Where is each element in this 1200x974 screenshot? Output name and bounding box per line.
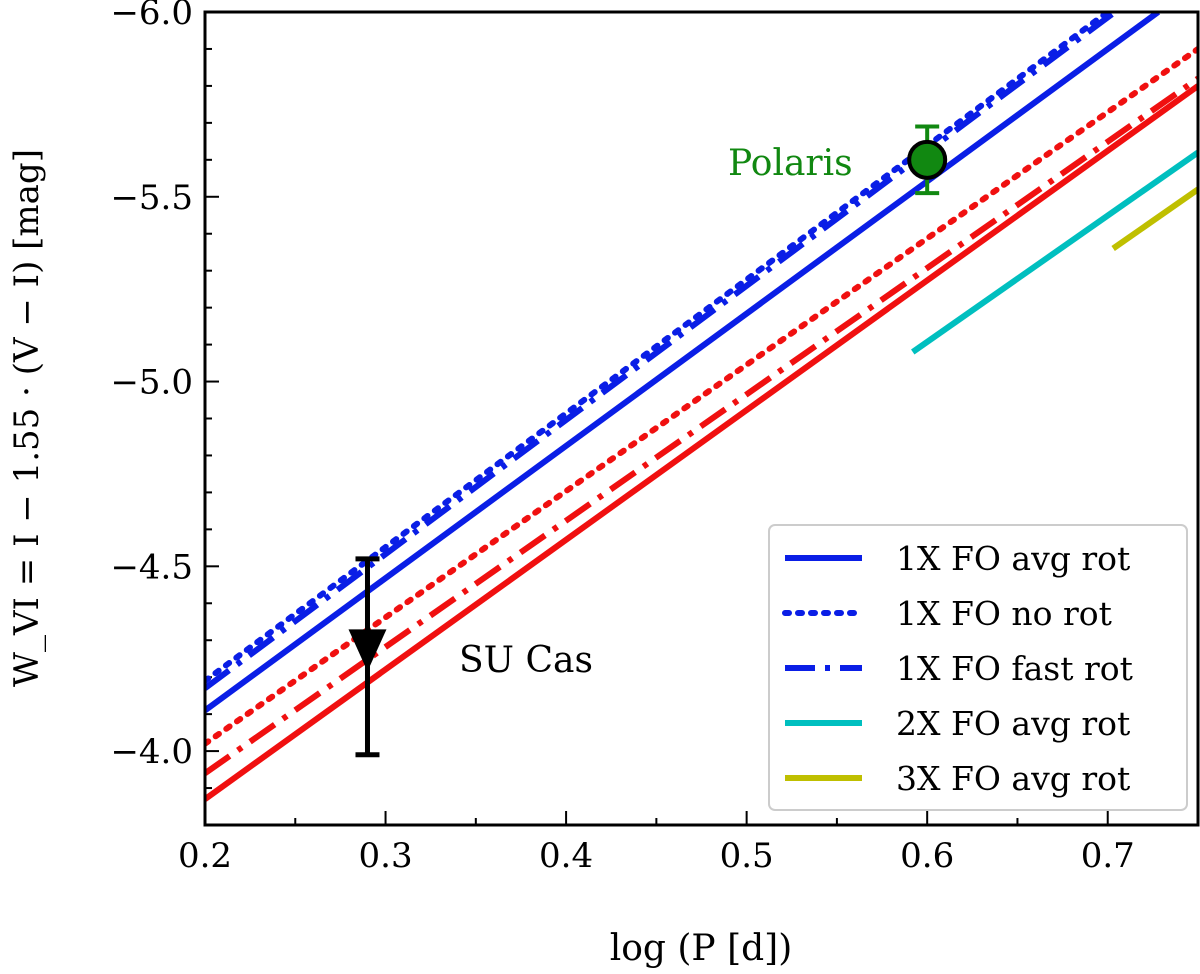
legend: 1X FO avg rot 1X FO no rot 1X FO fast rot 2…	[768, 524, 1188, 811]
y-tick-label: −5.0	[110, 363, 193, 403]
x-tick-label: 0.2	[178, 836, 232, 876]
axis-ticks: 0.2 0.3 0.4 0.5 0.6 0.7 −4.0 −4.5 −5.0 −5.5 −6.0	[110, 0, 1199, 876]
x-tick-label: 0.6	[900, 836, 954, 876]
y-tick-label: −4.5	[110, 547, 193, 587]
x-tick-label: 0.3	[359, 836, 413, 876]
series-line-1x-fo-fast-rot	[205, 12, 1117, 691]
series-line-1x-fo-avg-rot	[205, 12, 1161, 713]
x-tick-label: 0.4	[539, 836, 593, 876]
y-axis-label: W_VI = I − 1.55 · (V − I) [mag]	[7, 149, 47, 687]
legend-label-3x-fo-avg-rot: 3X FO avg rot	[896, 759, 1130, 798]
legend-label-1x-fo-fast-rot: 1X FO fast rot	[896, 649, 1133, 688]
polaris-marker	[907, 139, 948, 180]
series-lines	[205, 12, 1198, 802]
su-cas-label: SU Cas	[459, 640, 593, 681]
series-line-2nd-model-dashdot-red	[205, 76, 1198, 776]
polaris-label: Polaris	[728, 143, 853, 184]
series-line-2nd-model-dotted-red	[205, 45, 1198, 747]
su-cas-marker	[348, 629, 387, 672]
series-line-1x-fo-no-rot	[205, 12, 1111, 684]
plot-frame	[203, 10, 1200, 827]
data-points	[348, 124, 948, 758]
series-line-2nd-model-solid-red	[205, 83, 1198, 802]
x-tick-label: 0.5	[720, 836, 774, 876]
legend-box	[768, 524, 1188, 811]
x-axis-label: log (P [d])	[610, 928, 793, 969]
legend-label-1x-fo-avg-rot: 1X FO avg rot	[896, 539, 1130, 578]
y-tick-label: −4.0	[110, 732, 193, 772]
y-tick-label: −5.5	[110, 178, 193, 218]
legend-label-1x-fo-no-rot: 1X FO no rot	[896, 594, 1112, 633]
x-tick-label: 0.7	[1081, 836, 1135, 876]
legend-label-2x-fo-avg-rot: 2X FO avg rot	[896, 704, 1130, 743]
series-line-3x-fo-avg-rot	[1111, 186, 1198, 251]
series-line-2x-fo-avg-rot	[911, 149, 1198, 355]
y-tick-label: −6.0	[110, 0, 193, 33]
